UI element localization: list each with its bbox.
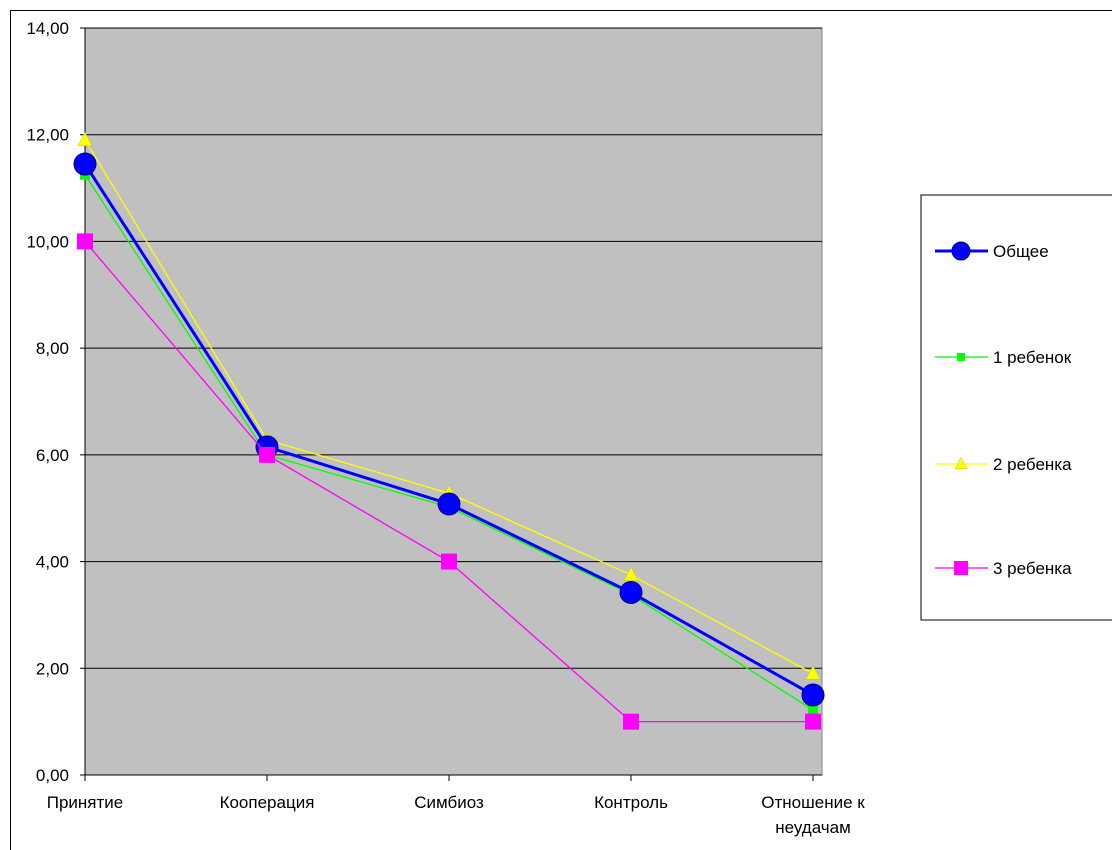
data-point: [805, 665, 821, 680]
axes: [84, 28, 822, 776]
data-point: [259, 446, 275, 463]
legend-label: 1 ребенок: [993, 348, 1072, 367]
legend-label: Общее: [993, 242, 1049, 261]
legend-item: 1 ребенок: [935, 348, 1072, 367]
y-tick-label: 14,00: [26, 19, 69, 38]
legend-marker: [951, 241, 971, 261]
chart-frame: [10, 10, 1112, 850]
x-tick-label: Симбиоз: [414, 793, 484, 812]
x-tick-label: Принятие: [47, 793, 124, 812]
y-axis-ticks: 0,00 2,00 4,00 6,00 8,00 10,00 12,00 14,00: [26, 19, 85, 785]
legend-item: 3 ребенка: [935, 559, 1072, 578]
data-point: [805, 713, 821, 730]
series-4: [77, 233, 821, 730]
y-tick-label: 0,00: [36, 766, 69, 785]
data-point: [77, 131, 93, 146]
data-point: [808, 704, 818, 715]
legend-item: Общее: [935, 241, 1049, 261]
x-tick-label: Контроль: [594, 793, 668, 812]
legend-box: [920, 194, 1112, 621]
x-tick-label: Отношение к неудачам: [761, 793, 865, 837]
data-point: [73, 152, 97, 176]
series-1: [73, 152, 825, 707]
y-tick-label: 2,00: [36, 659, 69, 678]
legend-label: 3 ребенка: [993, 559, 1072, 578]
legend: Общее 1 ребенок 2 ребенка 3 ребенка: [920, 194, 1112, 621]
series-layer: [73, 131, 825, 730]
y-tick-label: 12,00: [26, 126, 69, 145]
data-point: [619, 581, 643, 605]
legend-marker: [957, 353, 965, 361]
data-point: [623, 566, 639, 581]
legend-marker: [954, 456, 968, 470]
data-point: [441, 553, 457, 570]
data-point: [437, 492, 461, 516]
y-tick-label: 8,00: [36, 339, 69, 358]
data-point: [623, 713, 639, 730]
y-tick-label: 4,00: [36, 553, 69, 572]
data-point: [77, 233, 93, 250]
legend-marker: [954, 561, 968, 575]
x-tick-label: Кооперация: [220, 793, 315, 812]
data-point: [801, 683, 825, 707]
plot-area: [84, 27, 823, 776]
x-axis-ticks: Принятие Кооперация Симбиоз Контроль Отношен…: [47, 775, 865, 837]
legend-label: 2 ребенка: [993, 455, 1072, 474]
y-tick-label: 6,00: [36, 446, 69, 465]
y-tick-label: 10,00: [26, 232, 69, 251]
legend-item: 2 ребенка: [935, 455, 1072, 474]
